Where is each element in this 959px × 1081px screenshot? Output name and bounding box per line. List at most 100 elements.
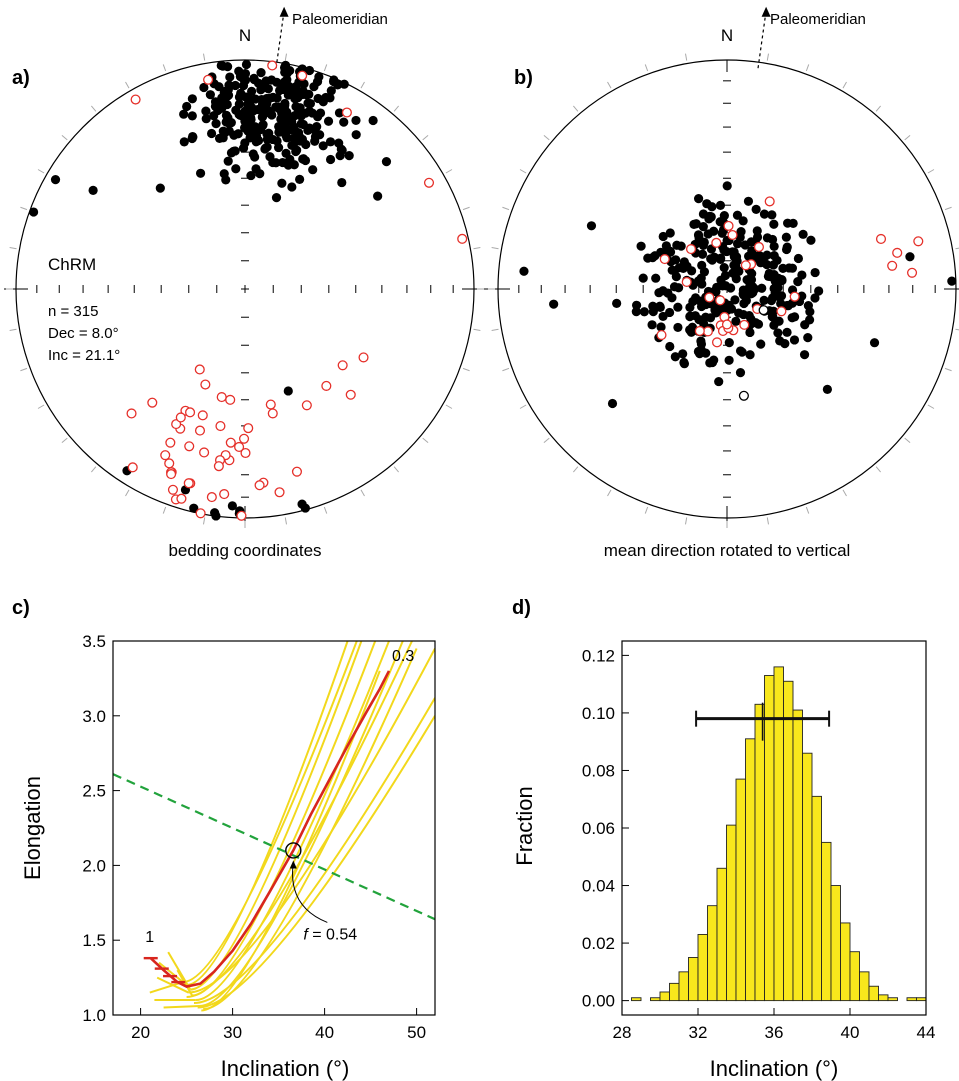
upper-hemisphere-point bbox=[740, 260, 751, 271]
lower-hemisphere-point bbox=[707, 255, 717, 265]
lower-hemisphere-point bbox=[810, 293, 820, 303]
lower-hemisphere-point bbox=[737, 347, 747, 357]
upper-hemisphere-point bbox=[875, 233, 887, 245]
paleomeridian-label-b: Paleomeridian bbox=[770, 11, 866, 28]
azimuth-tick bbox=[203, 53, 206, 61]
lower-hemisphere-point bbox=[743, 196, 754, 206]
upper-hemisphere-point bbox=[195, 508, 206, 519]
lower-hemisphere-point bbox=[301, 139, 311, 150]
azimuth-tick bbox=[445, 169, 453, 174]
upper-hemisphere-point bbox=[127, 462, 138, 473]
upper-hemisphere-point bbox=[165, 437, 176, 448]
azimuth-tick bbox=[685, 53, 688, 61]
azimuth-tick bbox=[572, 105, 579, 112]
lower-hemisphere-point bbox=[325, 154, 336, 165]
lower-hemisphere-point bbox=[793, 253, 804, 264]
lower-hemisphere-point bbox=[214, 133, 225, 143]
upper-hemisphere-point bbox=[776, 306, 787, 317]
x-tick-label: 40 bbox=[315, 1023, 334, 1042]
azimuth-tick bbox=[875, 466, 882, 473]
azimuth-tick bbox=[393, 466, 400, 473]
lower-hemisphere-point bbox=[658, 311, 668, 322]
upper-hemisphere-point bbox=[199, 447, 210, 458]
upper-hemisphere-point bbox=[194, 364, 205, 375]
lower-hemisphere-point bbox=[799, 350, 810, 360]
lower-hemisphere-point bbox=[289, 160, 299, 170]
upper-hemisphere-point bbox=[225, 437, 236, 448]
histogram-bar bbox=[859, 971, 870, 1002]
upper-hemisphere-point bbox=[764, 196, 775, 207]
histogram-bar bbox=[631, 997, 642, 1002]
upper-hemisphere-point bbox=[130, 94, 141, 105]
lower-hemisphere-point bbox=[233, 129, 243, 139]
lower-hemisphere-point bbox=[729, 247, 739, 257]
lower-hemisphere-point bbox=[225, 72, 235, 82]
lower-hemisphere-point bbox=[715, 217, 725, 227]
x-tick-label: 50 bbox=[407, 1023, 426, 1042]
lower-hemisphere-point bbox=[187, 94, 197, 104]
lower-hemisphere-point bbox=[947, 276, 957, 286]
y-tick-label: 0.12 bbox=[582, 646, 615, 665]
upper-hemisphere-point bbox=[213, 461, 224, 472]
azimuth-tick bbox=[904, 134, 911, 141]
lower-hemisphere-point bbox=[783, 218, 793, 228]
lower-hemisphere-point bbox=[781, 232, 791, 242]
lower-hemisphere-point bbox=[315, 108, 326, 118]
y-tick-label: 0.06 bbox=[582, 819, 615, 838]
lower-hemisphere-point bbox=[731, 256, 741, 266]
upper-hemisphere-point bbox=[345, 389, 356, 400]
histogram-bar bbox=[840, 922, 851, 1002]
lower-hemisphere-point bbox=[325, 93, 335, 103]
azimuth-tick bbox=[543, 437, 550, 444]
y-tick-label: 0.10 bbox=[582, 704, 615, 723]
start-label: 1 bbox=[145, 929, 154, 946]
lower-hemisphere-point bbox=[732, 239, 743, 249]
azimuth-tick bbox=[125, 489, 130, 497]
north-label-a: N bbox=[239, 26, 251, 45]
lower-hemisphere-point bbox=[744, 251, 754, 261]
lower-hemisphere-point bbox=[223, 156, 233, 166]
x-tick-label: 32 bbox=[689, 1023, 708, 1042]
azimuth-tick bbox=[502, 206, 510, 211]
upper-hemisphere-point bbox=[704, 292, 715, 303]
lower-hemisphere-point bbox=[767, 234, 778, 245]
upper-hemisphere-point bbox=[659, 254, 670, 265]
lower-hemisphere-point bbox=[648, 253, 658, 263]
lower-hemisphere-point bbox=[869, 338, 880, 348]
elongation-plot: 20 30 40 50 1.0 1.5 2.0 2.5 3.0 3.5 f = 0.54 1 0.3 bbox=[82, 632, 436, 1042]
bootstrap-curve bbox=[197, 715, 435, 1009]
bootstrap-stub bbox=[149, 981, 184, 994]
panel-b-letter: b) bbox=[514, 67, 533, 89]
histogram-bar bbox=[811, 795, 822, 1002]
lower-hemisphere-point bbox=[658, 231, 668, 242]
lower-hemisphere-point bbox=[694, 194, 704, 204]
lower-hemisphere-point bbox=[715, 200, 726, 210]
lower-hemisphere-point bbox=[256, 85, 266, 95]
plot-area bbox=[113, 641, 435, 1012]
azimuth-tick bbox=[491, 328, 499, 331]
x-tick-label: 44 bbox=[917, 1023, 936, 1042]
lower-hemisphere-point bbox=[218, 61, 228, 71]
lower-hemisphere-point bbox=[731, 274, 741, 284]
lower-hemisphere-point bbox=[304, 65, 315, 76]
y-tick-label: 0.00 bbox=[582, 992, 615, 1011]
azimuth-tick bbox=[875, 105, 882, 112]
azimuth-tick bbox=[323, 64, 328, 72]
upper-hemisphere-point bbox=[147, 397, 158, 408]
lower-hemisphere-point bbox=[281, 66, 291, 77]
lower-hemisphere-point bbox=[905, 252, 915, 262]
lower-hemisphere-point bbox=[304, 89, 314, 99]
lower-hemisphere-point bbox=[277, 108, 287, 118]
lower-hemisphere-point bbox=[822, 384, 832, 394]
y-tick-label: 3.5 bbox=[82, 632, 106, 651]
lower-hemisphere-point bbox=[697, 249, 708, 259]
upper-hemisphere-point bbox=[738, 390, 749, 401]
lower-hemisphere-point bbox=[211, 119, 221, 129]
azimuth-tick bbox=[422, 134, 429, 141]
lower-hemisphere-point bbox=[271, 193, 282, 203]
inclination-histogram: 28 32 36 40 44 0.00 0.02 0.04 0.06 0.08 0.10 0.12 bbox=[582, 640, 936, 1042]
lower-hemisphere-point bbox=[745, 327, 755, 338]
lower-hemisphere-point bbox=[344, 151, 354, 161]
azimuth-tick bbox=[473, 247, 481, 250]
upper-hemisphere-point bbox=[681, 276, 692, 288]
